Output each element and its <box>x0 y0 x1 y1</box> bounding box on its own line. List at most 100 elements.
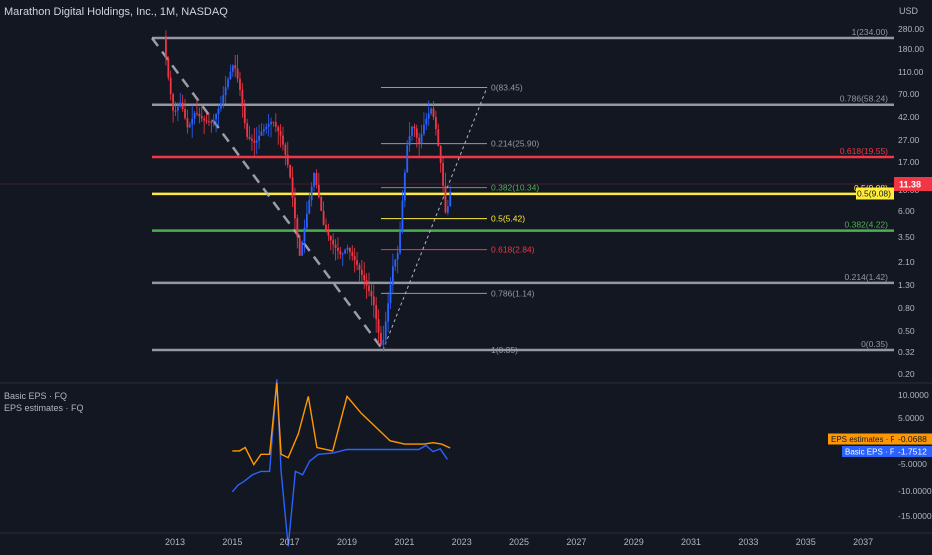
candle-body <box>348 247 351 252</box>
candle-body <box>449 191 452 207</box>
candle-body <box>219 103 222 109</box>
candle-body <box>181 102 184 110</box>
candle-body <box>198 113 201 117</box>
candle-body <box>253 140 256 143</box>
candle-body <box>191 118 194 125</box>
eps-axis-tick: -15.0000 <box>898 511 932 521</box>
candle-body <box>346 247 349 250</box>
eps-axis-tick: 5.0000 <box>898 413 924 423</box>
candle-body <box>332 240 335 245</box>
candle-body <box>329 235 332 241</box>
candle-body <box>188 124 191 128</box>
candle-body <box>327 231 330 236</box>
candle-body <box>289 164 292 178</box>
candle-body <box>351 251 354 257</box>
candle-body <box>310 186 313 201</box>
last-price-bg <box>894 177 932 191</box>
candle-body <box>418 137 421 144</box>
candle-body <box>265 126 268 130</box>
candle-body <box>387 303 390 322</box>
price-axis-tick: 1.30 <box>898 280 915 290</box>
price-axis-tick: 0.50 <box>898 326 915 336</box>
candle-body <box>262 129 265 132</box>
candle-body <box>243 106 246 124</box>
candle-body <box>408 135 411 146</box>
fib-small-label-4: 0.618(2.84) <box>491 245 535 255</box>
candle-body <box>193 113 196 119</box>
candle-body <box>337 247 339 252</box>
candle-body <box>305 213 308 228</box>
legend-eps-estimates[interactable]: EPS estimates · FQ <box>4 403 84 413</box>
candle-body <box>430 108 433 114</box>
candle-body <box>446 206 449 213</box>
candle-body <box>423 124 425 134</box>
candle-body <box>291 177 294 198</box>
candle-body <box>241 89 244 107</box>
time-axis-label: 2037 <box>853 537 873 547</box>
candle-body <box>234 65 237 69</box>
candle-body <box>432 108 435 118</box>
chart-title: Marathon Digital Holdings, Inc., 1M, NAS… <box>4 6 228 18</box>
candle-body <box>389 284 392 304</box>
last-price-text: 11.38 <box>899 180 921 190</box>
candle-body <box>272 121 275 123</box>
eps-axis-tick: -10.0000 <box>898 486 932 496</box>
candle-body <box>403 172 406 201</box>
candle-body <box>255 140 258 143</box>
fib-large-label-4: 0.382(4.22) <box>845 220 889 230</box>
candle-body <box>203 118 206 121</box>
candle-body <box>353 256 356 261</box>
legend-basic-eps[interactable]: Basic EPS · FQ <box>4 391 68 401</box>
candle-body <box>236 68 239 79</box>
time-axis-label: 2023 <box>452 537 472 547</box>
candle-body <box>391 266 394 285</box>
candle-body <box>320 197 323 211</box>
candle-body <box>248 136 251 139</box>
eps-axis-tick: 10.0000 <box>898 390 929 400</box>
fib-large-label-0: 1(234.00) <box>852 27 889 37</box>
fib-05-tag-bg <box>856 187 894 200</box>
candle-body <box>415 128 418 138</box>
fib-large-trend-line <box>150 37 385 351</box>
candle-body <box>217 108 220 115</box>
candle-body <box>172 94 174 111</box>
eps-estimates-tag-bg <box>828 433 894 445</box>
candle-body <box>365 280 368 286</box>
fib-small-label-6: 1(0.35) <box>491 345 518 355</box>
eps-estimates-value: -0.0688 <box>898 434 927 444</box>
candle-body <box>401 200 404 232</box>
candle-body <box>380 332 382 345</box>
candle-body <box>339 251 342 255</box>
candle-body <box>396 252 399 260</box>
time-axis-label: 2015 <box>222 537 242 547</box>
eps-axis-tick: -5.0000 <box>898 459 927 469</box>
candle-body <box>282 135 284 145</box>
time-axis-label: 2017 <box>280 537 300 547</box>
price-axis-tick: 0.80 <box>898 303 915 313</box>
candle-body <box>394 259 397 267</box>
candle-body <box>370 291 373 297</box>
candle-body <box>246 123 249 137</box>
price-axis-tick: 6.00 <box>898 206 915 216</box>
candle-body <box>425 118 428 125</box>
candle-body <box>294 197 296 219</box>
candle-body <box>186 118 189 128</box>
basic-eps-value: -1.7512 <box>898 447 927 457</box>
candle-body <box>210 121 213 123</box>
candle-body <box>239 78 241 90</box>
candle-body <box>344 249 347 254</box>
candle-body <box>184 109 186 119</box>
price-axis-tick: 180.00 <box>898 44 924 54</box>
candle-body <box>377 319 380 333</box>
fib-large-label-1: 0.786(58.24) <box>840 94 888 104</box>
candle-body <box>279 131 282 136</box>
candle-body <box>411 126 413 136</box>
candle-body <box>229 71 232 80</box>
candle-body <box>313 173 315 187</box>
basic-eps-tag-bg <box>842 446 894 457</box>
price-axis-tick: 0.20 <box>898 369 915 379</box>
candle-body <box>363 275 366 281</box>
candle-body <box>427 113 430 119</box>
